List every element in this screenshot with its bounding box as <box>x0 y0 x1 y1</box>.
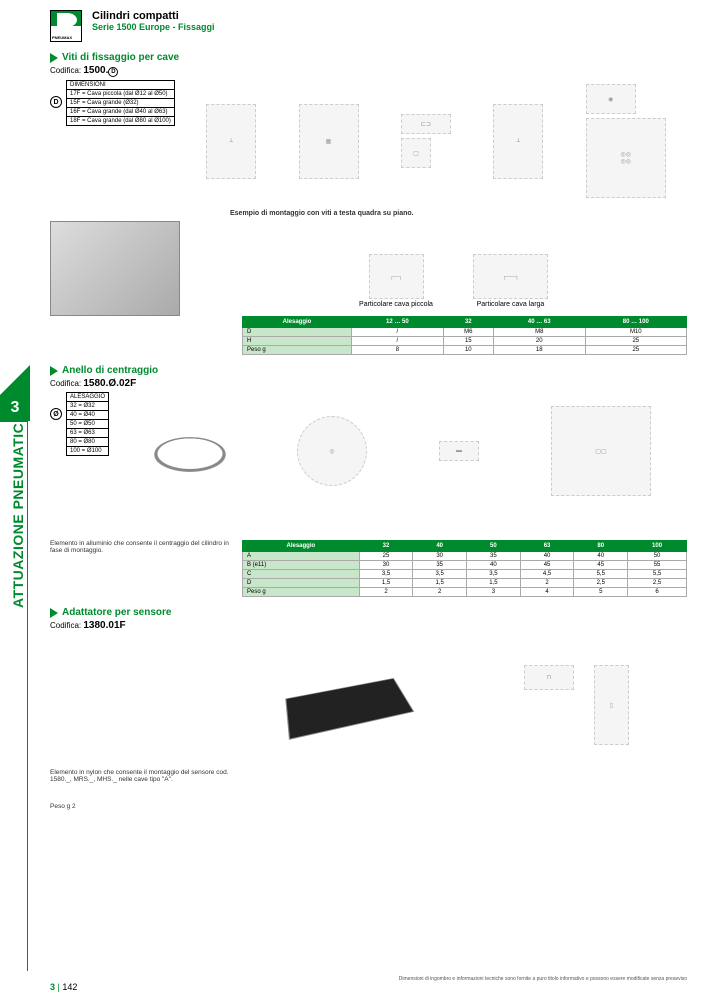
section-title: Anello di centraggio <box>62 365 158 376</box>
section-title: Adattatore per sensore <box>62 607 171 618</box>
tech-drawings: ◎ ▬ ▢▢ <box>119 396 687 506</box>
data-table-1: Alesaggio12 … 503240 … 6380 … 100D/M6M8M… <box>242 316 687 355</box>
spec-symbol: Ø <box>50 408 62 420</box>
tech-drawings: ⊓ ▯ <box>230 665 687 745</box>
codifica: Codifica: 1500.D <box>50 65 687 77</box>
ring-photo <box>146 437 233 472</box>
sidebar-rule <box>27 421 28 971</box>
arrow-icon <box>50 53 58 63</box>
codifica: Codifica: 1580.Ø.02F <box>50 378 687 389</box>
section-note: Elemento in alluminio che consente il ce… <box>50 540 230 554</box>
weight-note: Peso g 2 <box>50 803 250 810</box>
arrow-icon <box>50 608 58 618</box>
page-subtitle: Serie 1500 Europe - Fissaggi <box>92 22 215 32</box>
data-table-2: Alesaggio3240506380100A253035404050B (e1… <box>242 540 687 597</box>
adapter-photo <box>285 678 414 740</box>
tech-drawings: ⟂ ▦ ⊏⊐ ▢ ⟂ ◉ ◎◎◎◎ <box>185 84 687 198</box>
spec-table: DIMENSIONI 17F = Cava piccola (dal Ø12 a… <box>66 80 175 126</box>
section-note: Elemento in nylon che consente il montag… <box>50 769 250 783</box>
arrow-icon <box>50 366 58 376</box>
section-heading: Anello di centraggio <box>50 365 687 376</box>
spec-table-wrap: D DIMENSIONI 17F = Cava piccola (dal Ø12… <box>50 80 175 126</box>
spec-table: ALESAGGIO 32 = Ø32 40 = Ø40 50 = Ø50 63 … <box>66 392 109 456</box>
section-heading: Viti di fissaggio per cave <box>50 52 687 63</box>
footer-disclaimer: Dimensioni di ingombro e informazioni te… <box>399 976 687 982</box>
page-header: Cilindri compatti Serie 1500 Europe - Fi… <box>50 10 687 42</box>
section-title: Viti di fissaggio per cave <box>62 52 179 63</box>
codifica: Codifica: 1380.01F <box>50 620 687 631</box>
caption: Particolare cava piccola <box>359 301 433 308</box>
caption: Particolare cava larga <box>473 301 548 308</box>
page-number: 3 | 142 <box>50 982 77 992</box>
mount-note: Esempio di montaggio con viti a testa qu… <box>230 210 430 217</box>
sidebar-vertical-label: ATTUAZIONE PNEUMATICA <box>10 412 26 608</box>
brand-logo <box>50 10 82 42</box>
spec-symbol: D <box>50 96 62 108</box>
section-heading: Adattatore per sensore <box>50 607 687 618</box>
spec-table-wrap: Ø ALESAGGIO 32 = Ø32 40 = Ø40 50 = Ø50 6… <box>50 392 109 456</box>
page-title: Cilindri compatti <box>92 10 215 22</box>
product-photo <box>50 221 180 316</box>
